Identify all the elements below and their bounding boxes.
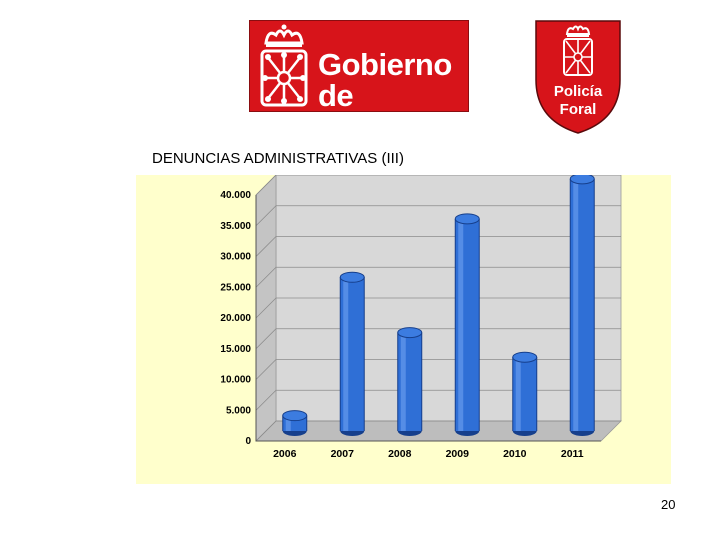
bar-2011 [569, 173, 595, 436]
gridline [255, 297, 621, 319]
navarra-coat-of-arms-icon [260, 24, 308, 107]
bar-chart-svg: 0 5.000 10.000 15.000 20.000 25.000 30.000 35.0… [136, 173, 671, 484]
bar-2010 [512, 351, 538, 436]
x-tick-label: 2006 [273, 448, 297, 460]
gridline [255, 420, 621, 442]
bar-2008 [397, 327, 423, 436]
bar-2009 [454, 213, 480, 436]
policia-shield-shape [535, 20, 621, 134]
policia-foral-logo: Policía Foral [535, 20, 621, 134]
x-tick-label: 2011 [561, 448, 584, 460]
gridline [255, 174, 621, 196]
slide-title: DENUNCIAS ADMINISTRATIVAS (III) [152, 150, 404, 167]
navarra-crown-shield-icon [563, 25, 593, 76]
y-tick-label: 30.000 [220, 252, 251, 263]
gobierno-logo-line2: de Navarra [318, 78, 430, 144]
gridline [255, 389, 621, 411]
y-tick-label: 35.000 [220, 221, 251, 232]
policia-logo-line2: Foral [560, 101, 597, 118]
gridline [255, 236, 621, 257]
gobierno-logo-line1: Gobierno [318, 47, 452, 82]
gridline [255, 266, 621, 288]
y-tick-label: 10.000 [220, 375, 251, 386]
gobierno-de-navarra-logo: Gobierno de Navarra [249, 20, 469, 142]
policia-logo-line1: Policía [554, 83, 603, 100]
y-tick-label: 40.000 [220, 190, 251, 201]
gridline [255, 328, 621, 350]
y-tick-label: 5.000 [226, 405, 251, 416]
y-tick-label: 0 [245, 436, 251, 447]
chart-floor [255, 420, 622, 442]
x-tick-label: 2009 [446, 448, 470, 460]
gridline [255, 205, 621, 227]
x-tick-label: 2010 [503, 448, 527, 460]
bar-chart: 0 5.000 10.000 15.000 20.000 25.000 30.000 35.0… [136, 173, 671, 484]
bar-2007 [339, 271, 365, 436]
gridline [255, 359, 621, 380]
page-number: 20 [661, 497, 676, 512]
x-tick-label: 2007 [331, 448, 355, 460]
gobierno-logo-text: Gobierno de Navarra [318, 49, 468, 142]
bar-2006 [282, 410, 308, 436]
x-tick-label: 2008 [388, 448, 412, 460]
y-tick-label: 25.000 [220, 282, 251, 293]
y-tick-label: 15.000 [220, 344, 251, 355]
y-tick-label: 20.000 [220, 313, 251, 324]
